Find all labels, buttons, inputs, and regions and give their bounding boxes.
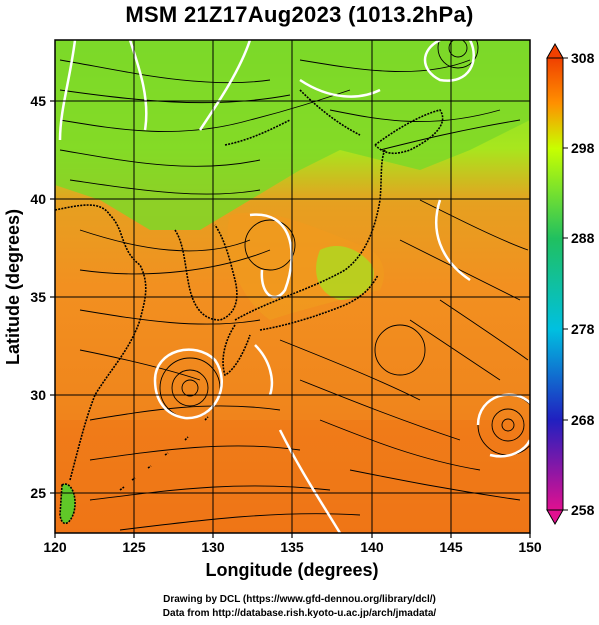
colorbar-scale [546, 57, 564, 511]
lon-tick-label: 125 [122, 539, 146, 555]
colorbar-label: 268 [571, 412, 595, 428]
colorbar-label: 258 [571, 502, 595, 518]
wind-streamlines [59, 40, 530, 531]
lon-tick-label: 135 [280, 539, 304, 555]
colorbar-label: 288 [571, 230, 595, 246]
colorbar: 308 298 288 278 268 258 [546, 42, 595, 526]
lat-tick-label: 40 [30, 191, 46, 207]
lon-tick-label: 145 [439, 539, 463, 555]
lat-tick-label: 25 [30, 485, 46, 501]
lat-tick-label: 35 [30, 289, 46, 305]
y-axis-title: Latitude (degrees) [3, 209, 23, 365]
colorbar-top-arrow [546, 42, 564, 59]
lat-tick-label: 45 [30, 93, 46, 109]
lon-tick-labels: 120 125 130 135 140 145 150 [43, 539, 542, 555]
colorbar-bottom-arrow [546, 509, 564, 526]
lat-tick-label: 30 [30, 387, 46, 403]
weather-map: 120 125 130 135 140 145 150 25 30 35 40 … [3, 39, 595, 580]
map-title: MSM 21Z17Aug2023 (1013.2hPa) [125, 2, 474, 27]
colorbar-label: 278 [571, 321, 595, 337]
lon-tick-label: 130 [201, 539, 225, 555]
lon-tick-label: 120 [43, 539, 67, 555]
lon-tick-label: 140 [360, 539, 384, 555]
lat-lon-grid [55, 40, 530, 533]
lat-tick-labels: 25 30 35 40 45 [30, 93, 46, 501]
colorbar-label: 298 [571, 140, 595, 156]
coastlines [55, 89, 444, 525]
credit-drawing: Drawing by DCL (https://www.gfd-dennou.o… [163, 594, 436, 605]
credits: Drawing by DCL (https://www.gfd-dennou.o… [0, 593, 599, 621]
lon-tick-label: 150 [518, 539, 542, 555]
x-axis-title: Longitude (degrees) [205, 560, 378, 580]
axis-ticks [50, 100, 531, 538]
credit-data: Data from http://database.rish.kyoto-u.a… [162, 608, 437, 619]
colorbar-label: 308 [571, 50, 595, 66]
isobars [58, 40, 530, 533]
